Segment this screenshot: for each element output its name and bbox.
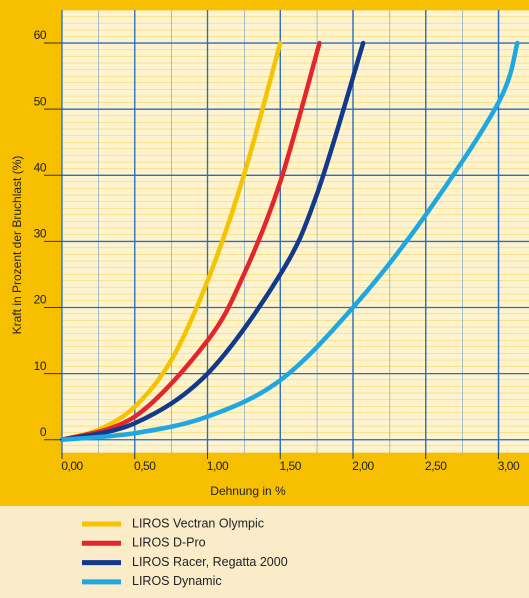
x-tick-label: 0,50 <box>134 459 156 473</box>
x-tick-label: 3,00 <box>498 459 520 473</box>
x-tick-label: 2,00 <box>352 459 374 473</box>
legend-area <box>0 506 529 598</box>
y-tick-label: 20 <box>34 293 47 307</box>
x-tick-label: 0,00 <box>61 459 83 473</box>
x-tick-label: 1,00 <box>207 459 229 473</box>
y-tick-label: 10 <box>34 359 47 373</box>
x-axis-title: Dehnung in % <box>210 484 286 498</box>
page: 0,00 0,50 1,00 1,50 2,00 2,50 3,00 0 10 20 30 40 50 6… <box>0 0 529 598</box>
x-tick-label: 1,50 <box>280 459 302 473</box>
x-tick-label: 2,50 <box>425 459 447 473</box>
minor-grid <box>62 10 529 453</box>
y-tick-label: 40 <box>34 160 47 174</box>
y-tick-label: 50 <box>34 94 47 108</box>
chart: 0,00 0,50 1,00 1,50 2,00 2,50 3,00 0 10 20 30 40 50 6… <box>0 0 529 598</box>
legend-label: LIROS Vectran Olympic <box>132 516 264 530</box>
y-tick-label: 0 <box>40 425 47 439</box>
y-tick-label: 30 <box>34 227 47 241</box>
y-tick-label: 60 <box>34 28 47 42</box>
y-axis-title: Kraft in Prozent der Bruchlast (%) <box>10 156 24 335</box>
legend-label: LIROS D-Pro <box>132 536 206 550</box>
legend-label: LIROS Racer, Regatta 2000 <box>132 555 288 569</box>
legend-label: LIROS Dynamic <box>132 574 222 588</box>
